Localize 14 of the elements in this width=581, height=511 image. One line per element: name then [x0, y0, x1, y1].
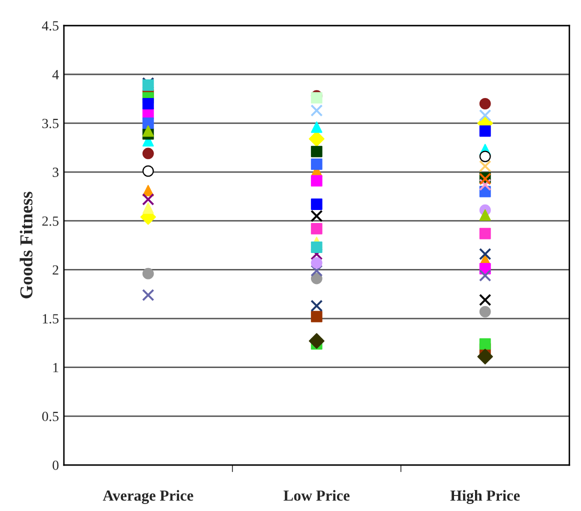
y-tick-label: 4.5: [42, 21, 59, 31]
y-tick-label: 2.5: [42, 216, 59, 226]
y-tick-label: 0.5: [42, 412, 59, 422]
y-tick-label: 2: [52, 265, 58, 275]
y-tick-label: 1.5: [42, 314, 59, 324]
y-axis-title: Goods Fitness: [20, 192, 32, 298]
y-tick-label: 3: [52, 168, 59, 177]
x-tick-label: High Price: [450, 490, 520, 504]
x-tick-label: Low Price: [284, 490, 350, 501]
y-tick-label: 4: [52, 70, 59, 80]
x-tick-label: Average Price: [102, 490, 194, 504]
y-tick-label: 3.5: [42, 118, 59, 128]
y-tick-label: 0: [52, 460, 59, 470]
y-tick-label: 1: [53, 363, 58, 372]
